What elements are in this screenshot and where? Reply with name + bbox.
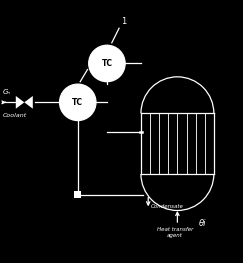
Text: 2: 2	[90, 58, 95, 67]
Text: θo: θo	[114, 63, 124, 72]
Circle shape	[89, 45, 125, 82]
Text: θi: θi	[199, 219, 207, 228]
Polygon shape	[74, 191, 81, 198]
Polygon shape	[16, 96, 24, 109]
Text: TC: TC	[72, 98, 83, 107]
Polygon shape	[24, 96, 33, 109]
Text: Coolant: Coolant	[2, 113, 27, 118]
Text: TC: TC	[101, 59, 113, 68]
Text: Heat transfer
agent: Heat transfer agent	[157, 227, 193, 238]
Text: Condensate: Condensate	[151, 204, 183, 209]
Circle shape	[60, 84, 96, 120]
Text: Gₙ: Gₙ	[2, 89, 10, 95]
Text: 1: 1	[122, 17, 127, 26]
